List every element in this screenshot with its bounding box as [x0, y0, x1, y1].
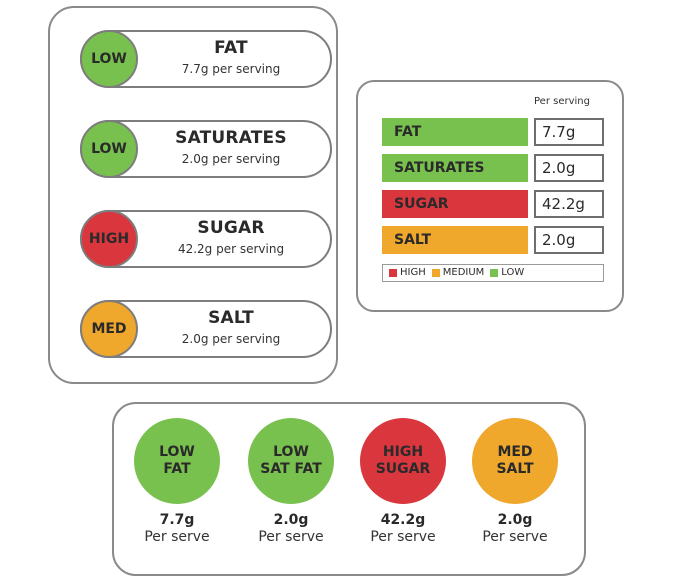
nutrient-name: SATURATES: [175, 128, 287, 148]
circle-level: HIGH: [382, 444, 424, 460]
row-value: 42.2g: [534, 190, 604, 218]
pill-sugar: HIGH SUGAR 42.2g per serving: [80, 210, 332, 268]
table-row: SATURATES 2.0g: [382, 154, 604, 182]
circle-per-serve: Per serve: [144, 529, 210, 545]
table-row: FAT 7.7g: [382, 118, 604, 146]
level-badge: LOW: [80, 30, 138, 88]
row-name: SATURATES: [382, 154, 528, 182]
pill-fat: LOW FAT 7.7g per serving: [80, 30, 332, 88]
row-name: FAT: [382, 118, 528, 146]
circle-amount: 42.2g: [380, 512, 426, 528]
nutrient-amount: 42.2g per serving: [177, 242, 285, 256]
nutrient-amount: 2.0g per serving: [181, 152, 281, 166]
circle-amount: 2.0g: [497, 512, 533, 528]
table-row: SALT 2.0g: [382, 226, 604, 254]
level-badge: HIGH: [80, 210, 138, 268]
nutrient-name: SALT: [208, 308, 254, 328]
level-circle: HIGH SUGAR: [360, 418, 446, 504]
nutrient-amount: 2.0g per serving: [181, 332, 281, 346]
circle-level: LOW: [159, 444, 195, 460]
row-name: SALT: [382, 226, 528, 254]
level-badge: LOW: [80, 120, 138, 178]
level-circle: LOW FAT: [134, 418, 220, 504]
circle-amount: 7.7g: [159, 512, 195, 528]
level-circle: LOW SAT FAT: [248, 418, 334, 504]
table-label-panel: Per serving FAT 7.7g SATURATES 2.0g SUGA…: [356, 80, 624, 312]
legend-label: LOW: [501, 267, 525, 278]
color-legend: HIGH MEDIUM LOW: [382, 264, 604, 282]
legend-item-medium: MEDIUM: [431, 265, 485, 281]
legend-item-low: LOW: [490, 265, 524, 281]
nutrient-name: SUGAR: [197, 218, 265, 238]
circle-nutrient: SALT: [496, 461, 534, 477]
legend-item-high: HIGH: [389, 265, 426, 281]
row-value: 2.0g: [534, 154, 604, 182]
pill-saturates: LOW SATURATES 2.0g per serving: [80, 120, 332, 178]
circle-level: LOW: [273, 444, 309, 460]
level-circle: MED SALT: [472, 418, 558, 504]
nutrient-amount: 7.7g per serving: [181, 62, 281, 76]
table-row: SUGAR 42.2g: [382, 190, 604, 218]
circle-item-fat: LOW FAT 7.7g Per serve: [122, 418, 232, 545]
legend-label: MEDIUM: [442, 267, 485, 278]
circle-per-serve: Per serve: [482, 529, 548, 545]
circle-item-salt: MED SALT 2.0g Per serve: [460, 418, 570, 545]
circle-item-sugar: HIGH SUGAR 42.2g Per serve: [348, 418, 458, 545]
legend-label: HIGH: [400, 267, 426, 278]
circle-per-serve: Per serve: [258, 529, 324, 545]
row-value: 2.0g: [534, 226, 604, 254]
pill-labels-panel: LOW FAT 7.7g per serving LOW SATURATES 2…: [48, 6, 338, 384]
per-serving-header: Per serving: [534, 96, 590, 107]
circle-labels-panel: LOW FAT 7.7g Per serve LOW SAT FAT 2.0g …: [112, 402, 586, 576]
nutrient-name: FAT: [214, 38, 248, 58]
row-name: SUGAR: [382, 190, 528, 218]
circle-per-serve: Per serve: [370, 529, 436, 545]
legend-swatch: [389, 269, 397, 277]
circle-nutrient: SUGAR: [375, 461, 431, 477]
level-badge: MED: [80, 300, 138, 358]
circle-level: MED: [497, 444, 533, 460]
circle-nutrient: FAT: [163, 461, 191, 477]
legend-swatch: [490, 269, 499, 277]
row-value: 7.7g: [534, 118, 604, 146]
circle-nutrient: SAT FAT: [260, 461, 322, 477]
legend-swatch: [431, 269, 440, 277]
pill-salt: MED SALT 2.0g per serving: [80, 300, 332, 358]
circle-amount: 2.0g: [273, 512, 309, 528]
circle-item-sat-fat: LOW SAT FAT 2.0g Per serve: [236, 418, 346, 545]
